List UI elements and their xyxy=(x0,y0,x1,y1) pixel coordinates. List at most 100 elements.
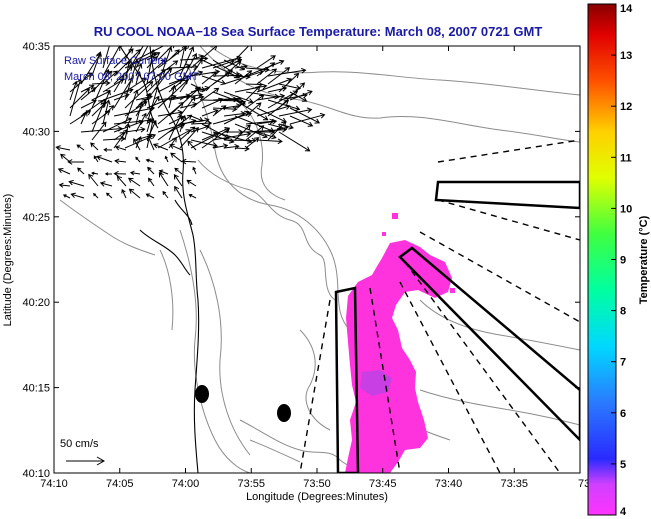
current-vector xyxy=(267,67,291,85)
current-vector xyxy=(234,83,268,93)
colorbar-tick-label: 11 xyxy=(620,152,632,164)
x-tick-label: 74:10 xyxy=(40,478,68,490)
scale-arrow xyxy=(66,456,106,466)
current-vector xyxy=(267,99,290,117)
current-vector xyxy=(145,158,155,163)
current-vector xyxy=(135,101,144,125)
colorbar-tick-label: 12 xyxy=(620,101,632,113)
x-tick-label: 73:50 xyxy=(303,478,331,490)
current-vector xyxy=(190,120,213,127)
current-vector xyxy=(124,89,139,125)
y-axis-label: Latitude (Degrees:Minutes) xyxy=(2,194,14,327)
current-vector xyxy=(245,94,265,109)
colorbar-tick-label: 7 xyxy=(620,357,626,369)
current-vector xyxy=(256,93,286,101)
current-vector xyxy=(102,99,111,125)
current-vector xyxy=(148,177,155,187)
current-vector xyxy=(256,62,276,77)
surface-current-vectors xyxy=(55,46,326,199)
station-marker xyxy=(277,404,291,422)
y-axis: 40:10 40:15 40:20 40:25 40:30 40:35 xyxy=(22,41,580,480)
y-tick-label: 40:30 xyxy=(22,126,50,138)
y-tick-label: 40:20 xyxy=(22,297,50,309)
current-vector xyxy=(168,92,204,101)
current-vector xyxy=(181,158,197,165)
sst-region xyxy=(345,240,452,473)
current-vector xyxy=(162,190,169,199)
current-vector xyxy=(245,85,261,101)
current-vector xyxy=(102,105,115,117)
colorbar-tick-label: 9 xyxy=(620,255,626,267)
coast-line xyxy=(139,229,191,276)
current-vector xyxy=(170,152,183,163)
current-vector xyxy=(190,87,220,109)
current-vector xyxy=(267,99,301,112)
current-vector xyxy=(124,60,132,85)
current-vector xyxy=(128,188,141,199)
y-tick-label: 40:35 xyxy=(22,41,50,53)
y-tick-label: 40:25 xyxy=(22,212,50,224)
current-vector xyxy=(91,51,102,77)
colorbar: 4 5 6 7 8 9 10 11 12 13 14 Temperature (°C) xyxy=(587,3,650,518)
current-vector xyxy=(234,63,248,70)
current-vector xyxy=(245,137,260,149)
x-tick-label: 74:00 xyxy=(172,478,200,490)
current-vector xyxy=(152,143,169,151)
contour-line xyxy=(199,46,580,143)
current-vector xyxy=(256,77,293,93)
colorbar-tick-label: 6 xyxy=(620,408,626,420)
current-vector xyxy=(60,153,71,163)
colorbar-tick-label: 5 xyxy=(620,459,626,471)
current-vector xyxy=(234,145,250,152)
x-tick-label: 73:55 xyxy=(237,478,265,490)
current-vector xyxy=(190,124,210,133)
current-vector xyxy=(127,177,141,187)
current-vector xyxy=(245,125,265,141)
current-vector xyxy=(223,60,242,77)
current-vector xyxy=(70,192,85,199)
current-vector xyxy=(124,59,139,101)
region-polygon xyxy=(398,246,580,442)
current-vector xyxy=(146,52,161,61)
current-vector xyxy=(201,71,217,85)
scale-label: 50 cm/s xyxy=(60,438,99,450)
colorbar-tick-label: 4 xyxy=(620,506,627,518)
current-vector xyxy=(190,139,219,148)
current-vector xyxy=(67,159,85,165)
current-vector xyxy=(187,140,197,151)
current-vector xyxy=(88,173,99,187)
current-vector xyxy=(174,167,183,175)
current-vector xyxy=(278,131,311,152)
survey-line xyxy=(437,139,580,163)
survey-dashed-lines xyxy=(299,139,580,473)
y-tick-label: 40:15 xyxy=(22,383,50,395)
current-vector xyxy=(278,123,294,130)
current-vector xyxy=(57,168,71,175)
current-vector xyxy=(103,147,113,152)
current-vector xyxy=(90,142,99,151)
current-vector xyxy=(133,138,141,151)
contour-line xyxy=(229,94,286,201)
current-vector xyxy=(164,155,169,163)
current-vector xyxy=(223,91,254,104)
current-vector xyxy=(76,144,85,151)
current-vector xyxy=(93,193,99,199)
contour-line xyxy=(419,299,580,351)
current-vector xyxy=(146,48,156,85)
current-vector xyxy=(158,169,169,175)
current-vector xyxy=(212,69,233,85)
current-vector xyxy=(135,135,142,149)
colorbar-label: Temperature (°C) xyxy=(638,215,650,304)
annotation-line-2: March 08, 2007 07:00 GMT xyxy=(64,71,199,83)
current-vector xyxy=(267,123,283,130)
current-vector xyxy=(102,46,110,69)
current-vector xyxy=(114,145,127,151)
y-tick-label: 40:10 xyxy=(22,468,50,480)
contour-line xyxy=(59,199,156,256)
current-vector xyxy=(146,117,153,133)
current-vector xyxy=(245,59,285,77)
colorbar-tick-label: 8 xyxy=(620,306,626,318)
current-vector xyxy=(168,75,190,93)
colorbar-tick-label: 13 xyxy=(620,50,632,62)
current-vector xyxy=(168,136,177,149)
